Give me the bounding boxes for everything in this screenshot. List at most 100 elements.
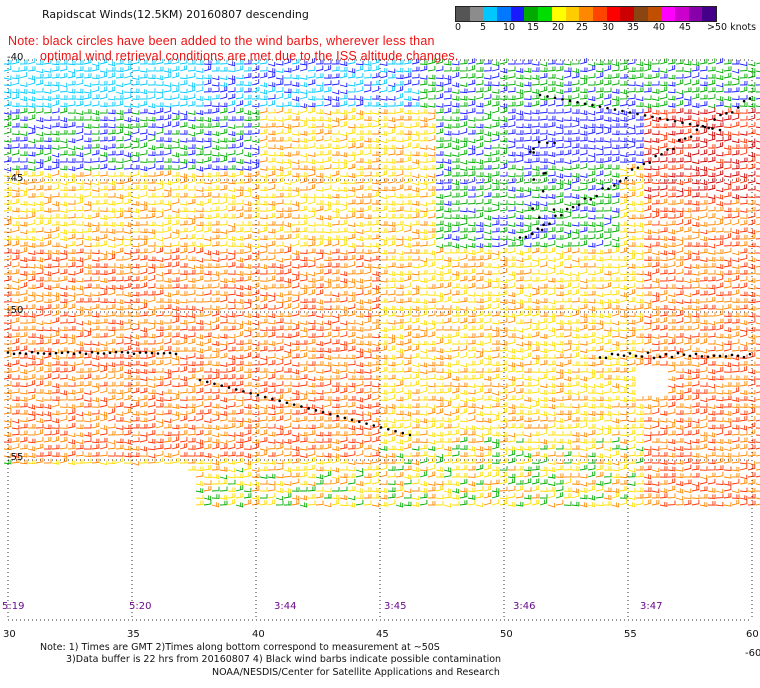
- wind-barb: [163, 68, 172, 74]
- wind-barb: [483, 263, 492, 268]
- wind-barb: [491, 303, 500, 310]
- wind-barb: [691, 402, 700, 408]
- wind-barb: [115, 95, 124, 100]
- wind-barb: [347, 375, 356, 380]
- wind-barb: [459, 88, 468, 94]
- wind-barb: [571, 205, 580, 212]
- wind-barb: [379, 345, 388, 352]
- wind-barb: [435, 255, 444, 261]
- wind-barb: [619, 110, 628, 116]
- wind-barb: [579, 361, 588, 367]
- wind-barb: [187, 403, 196, 409]
- wind-barb: [283, 402, 292, 408]
- wind-barb: [67, 241, 76, 247]
- wind-barb: [283, 290, 292, 296]
- wind-barb: [411, 306, 420, 312]
- wind-barb: [523, 352, 532, 359]
- wind-barb: [467, 236, 476, 241]
- wind-barb: [299, 234, 308, 240]
- wind-barb: [587, 306, 596, 312]
- wind-barb: [371, 80, 380, 86]
- wind-barb: [715, 158, 724, 164]
- wind-barb: [163, 292, 172, 298]
- wind-barb: [299, 93, 308, 100]
- wind-barb: [651, 278, 660, 284]
- wind-barb: [667, 108, 676, 114]
- wind-barb: [715, 177, 724, 184]
- wind-barb: [723, 354, 732, 360]
- wind-barb: [740, 270, 748, 275]
- wind-barb: [299, 289, 308, 296]
- wind-barb: [339, 227, 348, 233]
- wind-barb: [723, 340, 732, 346]
- wind-barb: [299, 304, 308, 310]
- wind-barb: [379, 149, 388, 156]
- wind-barb: [643, 348, 652, 354]
- wind-barb: [435, 282, 444, 289]
- wind-barb: [83, 311, 92, 317]
- wind-barb: [107, 326, 116, 332]
- wind-barb: [3, 404, 12, 410]
- wind-barb: [707, 346, 716, 352]
- wind-barb: [403, 411, 412, 417]
- wind-barb: [275, 159, 284, 164]
- wind-barb: [547, 416, 556, 422]
- wind-barb: [579, 387, 588, 394]
- wind-barb: [251, 109, 260, 115]
- wind-barb: [515, 394, 524, 401]
- wind-barb: [115, 325, 124, 331]
- wind-barb: [227, 87, 236, 93]
- wind-barb: [643, 205, 652, 212]
- wind-barb: [307, 376, 316, 382]
- wind-barb: [59, 173, 68, 179]
- wind-barb: [563, 304, 572, 310]
- wind-barb: [75, 374, 84, 380]
- wind-barb: [187, 66, 196, 72]
- wind-barb: [427, 255, 436, 261]
- wind-barb: [203, 424, 212, 430]
- wind-barb: [467, 352, 476, 359]
- wind-barb: [659, 401, 668, 408]
- wind-barb: [571, 422, 580, 429]
- wind-barb: [739, 121, 748, 128]
- wind-barb: [475, 129, 484, 135]
- wind-barb: [171, 269, 180, 275]
- wind-barb: [731, 241, 740, 247]
- wind-barb: [739, 208, 748, 213]
- wind-barb: [491, 269, 500, 275]
- wind-barb: [387, 117, 396, 123]
- wind-barb: [267, 410, 276, 416]
- wind-barb: [347, 303, 356, 310]
- wind-barb: [619, 410, 628, 416]
- wind-barb: [491, 346, 500, 352]
- wind-barb: [603, 361, 612, 367]
- wind-barb: [603, 164, 612, 170]
- wind-barb: [659, 324, 668, 331]
- wind-barb: [299, 394, 308, 401]
- wind-barb: [131, 248, 140, 254]
- wind-barb: [499, 122, 508, 128]
- wind-barb: [531, 397, 540, 403]
- wind-barb: [539, 135, 548, 142]
- wind-barb: [243, 368, 252, 373]
- wind-barb: [19, 312, 28, 318]
- wind-barb: [579, 298, 588, 304]
- wind-barb: [491, 367, 500, 373]
- wind-barb: [547, 389, 556, 395]
- wind-barb: [483, 157, 492, 163]
- wind-barb: [99, 116, 108, 122]
- wind-barb: [523, 345, 532, 352]
- wind-barb: [643, 172, 652, 178]
- wind-barb: [43, 149, 52, 156]
- wind-barb: [339, 193, 348, 199]
- wind-barb: [219, 165, 228, 171]
- wind-barb: [715, 383, 724, 389]
- wind-barb: [387, 394, 396, 401]
- wind-barb: [587, 338, 596, 345]
- wind-barb: [707, 93, 716, 100]
- wind-barb: [283, 159, 292, 164]
- wind-barb: [355, 340, 364, 346]
- wind-barb: [19, 382, 28, 388]
- wind-barb: [139, 228, 148, 234]
- wind-barb: [275, 283, 284, 289]
